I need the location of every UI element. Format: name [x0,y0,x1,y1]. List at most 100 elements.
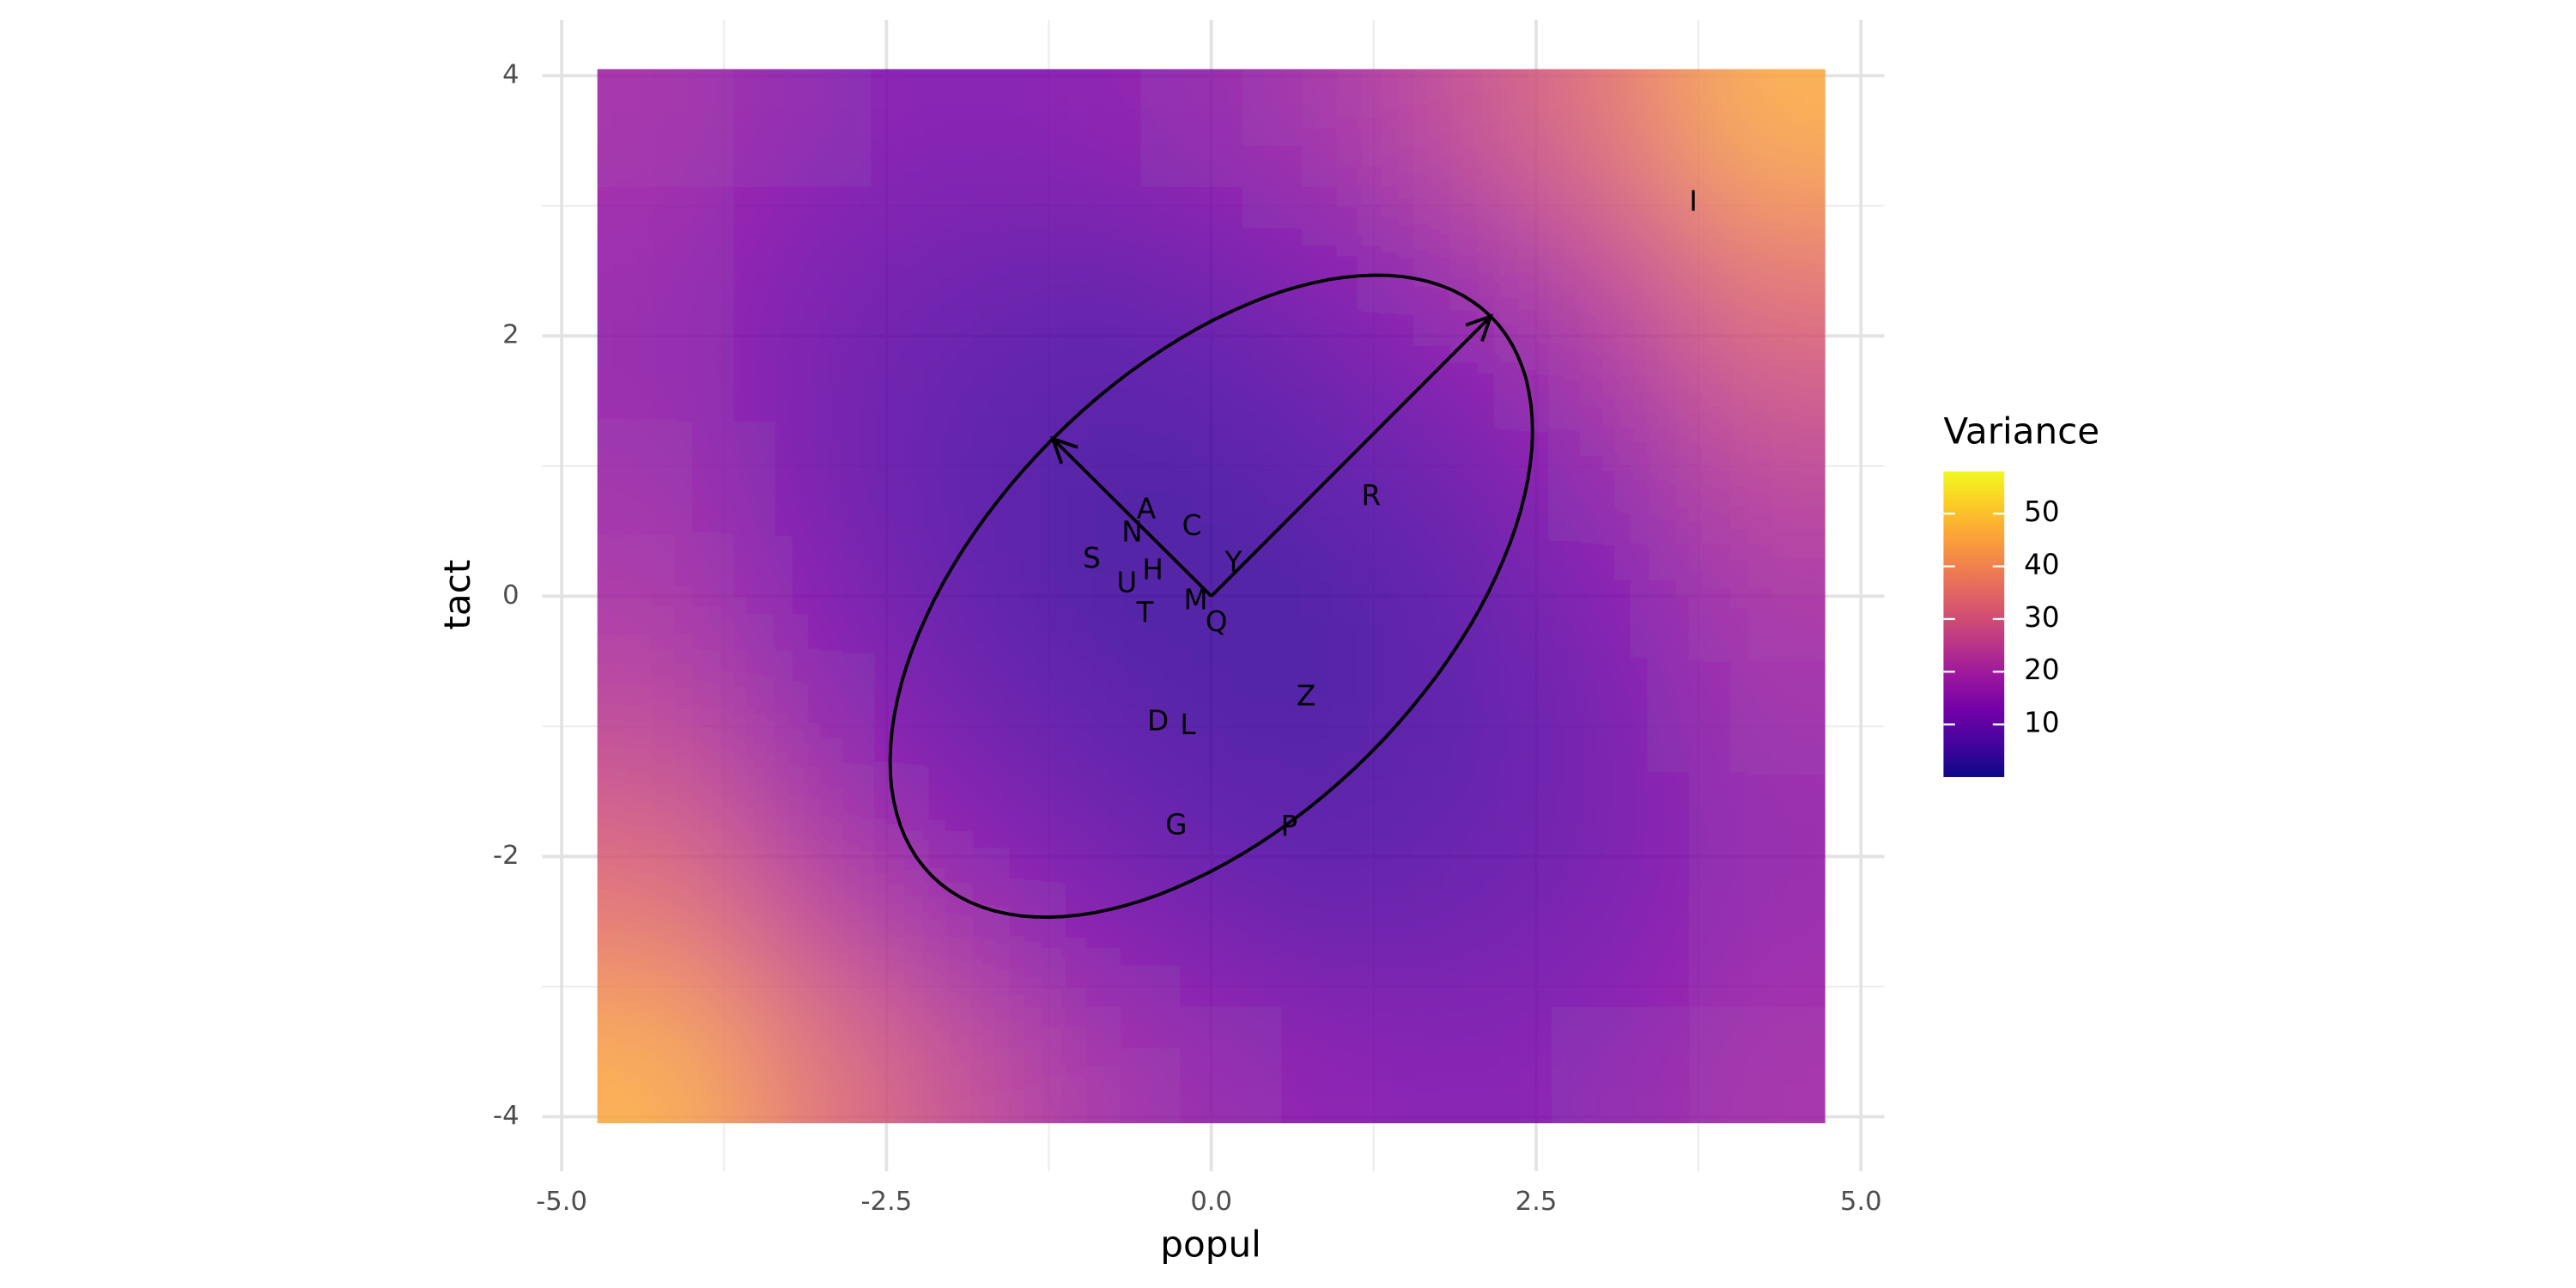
raster-cell [733,303,872,422]
raster-cell [870,420,1008,539]
y-tick-label: 0 [502,580,519,611]
raster-cell [1143,185,1281,305]
raster-cell [1688,538,1826,656]
raster-cell [1416,654,1553,773]
raster-cell [597,1005,735,1124]
point-label: C [1182,509,1202,542]
point-label: U [1116,567,1137,599]
raster-cell [1143,889,1281,1007]
raster-cell [1006,185,1145,305]
point-label: Z [1297,680,1315,713]
raster-cell [1552,420,1690,539]
point-label: S [1083,542,1101,574]
raster-cell [1279,1005,1417,1124]
legend-title: Variance [1943,410,2099,453]
raster-cell [1416,771,1553,890]
raster-cell [1143,69,1281,187]
raster-cell [1416,420,1553,539]
x-tick-label: 2.5 [1516,1187,1558,1217]
point-label: I [1689,185,1698,218]
raster-cell [1279,654,1417,773]
raster-cell [597,654,735,773]
y-tick-label: -4 [493,1101,519,1131]
raster-cell [733,538,872,656]
raster-cell [1688,420,1826,539]
point-label: H [1142,554,1163,586]
raster-cell [1416,185,1553,305]
raster-cell [870,185,1008,305]
point-label: D [1147,704,1169,737]
ellipse [888,273,1534,920]
raster-cell [1279,538,1417,656]
raster-cell [1552,303,1690,422]
raster-cell [1688,303,1826,422]
point-label: L [1180,708,1195,741]
raster-cell [597,420,735,539]
x-axis-title: popul [1160,1224,1261,1266]
raster-cell [1006,303,1145,422]
raster-cell [597,69,735,187]
legend-tick-label: 20 [2024,653,2059,686]
raster-cell [733,420,872,539]
raster-cell [1143,303,1281,422]
point-label: G [1165,809,1187,841]
raster-cell [1552,538,1690,656]
legend-tick-label: 10 [2024,707,2059,739]
raster-cell [1552,654,1690,773]
raster-cell [870,69,1008,187]
point-label: T [1136,597,1154,629]
raster-cell [733,889,872,1007]
point-label: P [1281,810,1298,842]
raster-cell [597,538,735,656]
raster-cell [1688,654,1826,773]
raster-cell [1552,771,1690,890]
x-tick-label: -5.0 [536,1187,587,1217]
raster-cell [870,303,1008,422]
point-label: N [1121,516,1142,549]
arrow [1210,313,1494,598]
point-label: A [1137,492,1156,525]
raster-cell [1279,69,1417,187]
y-tick-label: 2 [502,320,519,350]
raster-cell [1416,69,1553,187]
raster-clip [597,69,1826,1124]
x-tick-label: 0.0 [1190,1187,1232,1217]
y-axis-title: tact [436,560,478,630]
point-label: M [1183,583,1207,616]
raster-cell [1006,889,1145,1007]
y-tick-label: -2 [493,841,519,871]
raster-cell [1279,420,1417,539]
raster-cell [1416,889,1553,1007]
raster-cell [1688,185,1826,305]
raster-cell [733,1005,872,1124]
raster-cell [597,889,735,1007]
raster-cell [870,889,1008,1007]
colorbar [1943,471,2005,777]
overlay: AC NS HU YMT Q R I Z D L G P [888,185,1698,920]
legend-tick-label: 40 [2024,549,2059,581]
raster-cell [1143,538,1281,656]
raster-cell [1279,771,1417,890]
raster-cell [1688,69,1826,187]
raster-cell [733,654,872,773]
point-label: Y [1224,545,1242,578]
point-label: Q [1206,605,1228,638]
raster-cell [733,69,872,187]
x-tick-label: 5.0 [1840,1187,1882,1217]
raster-cell [1688,889,1826,1007]
raster-cell [1006,420,1145,539]
raster-cell [733,185,872,305]
raster-cell [1143,654,1281,773]
raster-cell [1006,771,1145,890]
point-label: R [1362,479,1382,512]
raster [597,69,1826,1124]
legend: 10 20 30 40 50 [1943,471,2060,777]
raster-cell [597,303,735,422]
raster-cell [1279,303,1417,422]
raster-cell [1143,1005,1281,1124]
x-tick-label: -2.5 [861,1187,913,1217]
legend-tick-label: 50 [2024,495,2059,528]
raster-cell [1552,1005,1690,1124]
